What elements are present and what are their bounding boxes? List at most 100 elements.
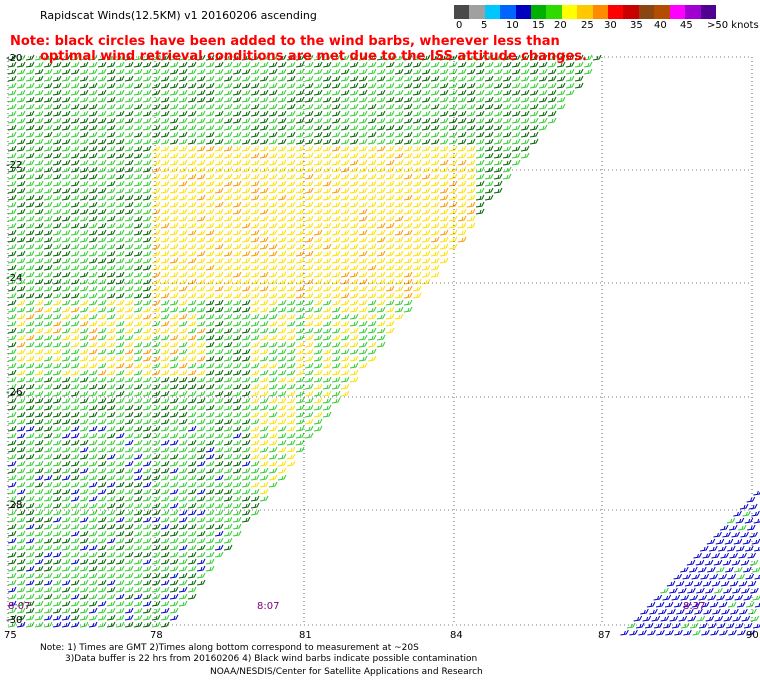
wind-barb <box>748 608 757 615</box>
wind-barb <box>88 285 98 292</box>
wind-barb <box>376 75 386 82</box>
wind-barb <box>97 474 107 481</box>
wind-barb <box>124 292 134 299</box>
wind-barb <box>331 250 341 257</box>
wind-barb <box>358 89 368 96</box>
wind-barb <box>538 61 548 68</box>
wind-barb <box>295 236 305 243</box>
wind-barb <box>187 495 197 502</box>
wind-barb <box>743 594 753 601</box>
wind-barb <box>367 236 377 243</box>
wind-barb <box>295 208 305 215</box>
wind-barb <box>52 152 62 159</box>
wind-barb <box>322 243 332 250</box>
wind-barb <box>511 68 521 75</box>
wind-barb <box>313 103 323 110</box>
wind-barb <box>16 369 26 376</box>
wind-barb <box>25 376 35 383</box>
wind-barb <box>115 390 125 397</box>
wind-barb <box>196 278 206 285</box>
wind-barb <box>484 173 494 180</box>
wind-barb <box>115 460 125 467</box>
wind-barb <box>151 607 161 614</box>
wind-barb <box>484 68 494 75</box>
wind-barb <box>196 201 206 208</box>
wind-barb <box>707 566 716 573</box>
wind-barb <box>331 96 341 103</box>
wind-barb <box>214 61 224 68</box>
wind-barb <box>421 110 431 117</box>
wind-barb <box>529 131 539 138</box>
wind-barb <box>313 369 323 376</box>
wind-barb <box>214 341 224 348</box>
wind-barb <box>250 201 260 208</box>
wind-barb <box>169 495 179 502</box>
wind-barb <box>259 89 269 96</box>
wind-barb <box>259 82 269 89</box>
wind-barb <box>160 355 170 362</box>
wind-barb <box>151 355 161 362</box>
wind-barb <box>250 299 260 306</box>
wind-barb <box>547 54 557 61</box>
wind-barb <box>385 138 395 145</box>
wind-barb <box>196 362 206 369</box>
wind-barb <box>286 194 296 201</box>
wind-barb <box>43 320 53 327</box>
wind-barb <box>178 159 188 166</box>
wind-barb <box>232 152 242 159</box>
wind-barb <box>340 257 350 264</box>
wind-barb <box>88 362 98 369</box>
wind-barb <box>187 152 197 159</box>
wind-barb <box>187 586 197 593</box>
wind-barb <box>169 474 179 481</box>
wind-barb <box>187 369 197 376</box>
wind-barb <box>680 566 689 573</box>
wind-barb <box>169 173 179 180</box>
wind-barb <box>187 397 197 404</box>
wind-barb <box>520 96 530 103</box>
wind-barb <box>142 194 152 201</box>
wind-barb <box>169 236 179 243</box>
wind-barb <box>286 306 296 313</box>
wind-barb <box>742 538 752 545</box>
wind-barb <box>142 495 152 502</box>
wind-barb <box>511 145 521 152</box>
wind-barb <box>331 257 341 264</box>
wind-barb <box>698 622 708 629</box>
wind-barb <box>115 208 125 215</box>
wind-barb <box>34 264 44 271</box>
wind-barb <box>466 187 476 194</box>
wind-barb <box>25 264 35 271</box>
wind-barb <box>268 460 278 467</box>
wind-barb <box>727 601 737 608</box>
wind-barb <box>61 453 71 460</box>
wind-barb <box>7 621 17 628</box>
wind-barb <box>349 124 359 131</box>
wind-barb <box>34 481 44 488</box>
wind-barb <box>241 271 251 278</box>
wind-barb <box>133 369 143 376</box>
wind-barb <box>25 271 35 278</box>
wind-barb <box>520 68 530 75</box>
wind-barb <box>466 194 476 201</box>
wind-barb <box>749 531 758 538</box>
wind-barb <box>34 96 44 103</box>
wind-barb <box>124 222 134 229</box>
wind-barb <box>403 264 413 271</box>
wind-barb <box>196 124 206 131</box>
wind-barb <box>16 614 26 621</box>
wind-barb <box>466 138 476 145</box>
wind-barb <box>403 110 413 117</box>
wind-barb <box>178 215 188 222</box>
wind-barb <box>412 194 422 201</box>
wind-barb <box>133 306 143 313</box>
wind-barb <box>160 264 170 271</box>
wind-barb <box>268 124 278 131</box>
wind-barb <box>223 138 233 145</box>
wind-barb <box>493 131 503 138</box>
wind-barb <box>232 215 242 222</box>
wind-barb <box>385 229 395 236</box>
wind-barb <box>124 411 134 418</box>
wind-barb <box>133 180 143 187</box>
wind-barb <box>448 194 458 201</box>
